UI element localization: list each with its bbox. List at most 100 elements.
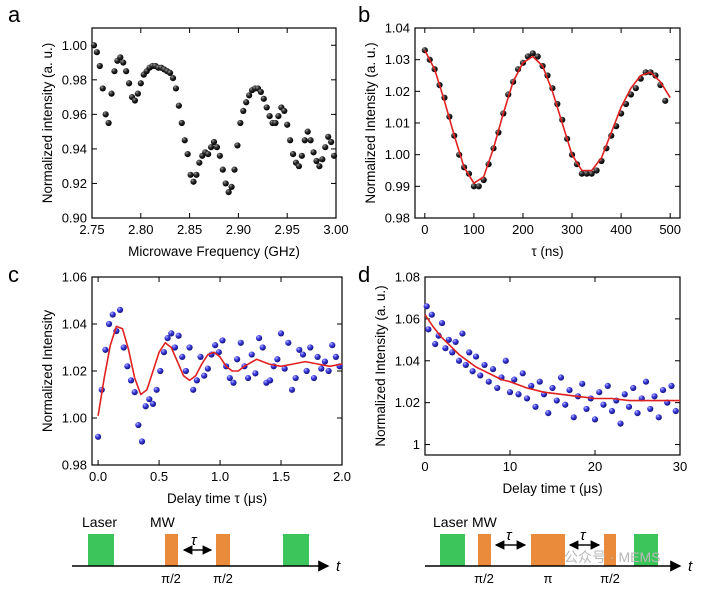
data-point	[545, 410, 552, 417]
data-point	[213, 144, 221, 151]
data-point	[549, 384, 556, 392]
data-point	[462, 361, 469, 369]
y-tick-label: 1	[413, 437, 420, 452]
data-point	[243, 99, 250, 106]
data-point	[102, 111, 109, 118]
data-point	[196, 159, 203, 166]
watermark: 公众号 · MEMS	[564, 549, 660, 565]
data-point	[225, 188, 232, 196]
data-point	[432, 340, 439, 348]
data-point	[201, 372, 208, 379]
data-point	[583, 170, 590, 177]
laser-pulse	[88, 534, 114, 566]
data-point	[295, 163, 303, 170]
data-point	[257, 88, 264, 96]
time-axis-label: t	[688, 558, 693, 575]
mw-pulse	[531, 534, 565, 566]
data-point	[111, 68, 118, 75]
data-point	[288, 386, 296, 393]
y-tick-label: 0.96	[62, 107, 87, 122]
data-point	[307, 344, 314, 351]
data-point	[90, 42, 98, 49]
x-tick-label: 0.0	[89, 469, 107, 484]
y-tick-label: 1.00	[62, 38, 87, 53]
data-point	[234, 356, 241, 363]
x-tick-label: 10	[503, 459, 517, 474]
pulse-label: π	[544, 571, 553, 586]
x-tick-label: 2.0	[333, 469, 351, 484]
data-point	[252, 370, 259, 377]
data-point	[210, 138, 218, 146]
x-tick-label: 2.80	[128, 222, 153, 237]
data-point	[536, 378, 543, 385]
data-point	[652, 72, 659, 79]
y-axis-label: Normalized Intensity (a. u.)	[373, 285, 388, 446]
data-point	[475, 183, 482, 190]
data-point	[310, 374, 318, 382]
pulse-label: π/2	[474, 571, 494, 586]
data-point	[570, 414, 577, 421]
tau-label: τ	[580, 527, 587, 544]
data-point	[182, 367, 190, 375]
x-tick-label: 3.00	[323, 222, 348, 237]
data-point	[281, 107, 288, 115]
data-point	[244, 374, 252, 382]
data-point	[600, 401, 607, 408]
data-point	[330, 152, 338, 159]
y-tick-label: 0.94	[62, 141, 87, 156]
data-point	[438, 319, 446, 327]
data-point	[164, 335, 171, 342]
y-axis-label: Normalized Intensity (a. u.)	[363, 42, 378, 203]
tau-label: τ	[506, 527, 513, 544]
data-point	[138, 438, 146, 445]
x-tick-label: 30	[673, 459, 687, 474]
data-point	[481, 361, 488, 369]
y-tick-label: 0.98	[62, 72, 87, 87]
data-point	[120, 344, 127, 351]
data-point	[304, 128, 311, 135]
panel-letter-a: a	[8, 2, 21, 27]
data-point	[219, 337, 226, 344]
data-point	[423, 303, 430, 310]
y-tick-label: 1.08	[395, 270, 420, 285]
data-point	[125, 80, 133, 87]
y-tick-label: 1.02	[385, 84, 410, 99]
data-point	[105, 119, 112, 127]
data-point	[494, 384, 501, 392]
mw-label: MW	[472, 514, 498, 530]
data-point	[237, 119, 244, 127]
data-point	[234, 142, 241, 149]
data-point	[319, 156, 326, 163]
data-point	[579, 380, 586, 387]
data-point	[116, 306, 124, 313]
data-point	[442, 345, 449, 352]
data-point	[485, 378, 492, 385]
chart-panel-a: 2.75 2.80 2.85 2.90 2.95 3.00 0.90 0.92 0.94 0.96…	[40, 27, 349, 259]
mw-pulse	[165, 534, 178, 566]
data-point	[216, 152, 223, 159]
chart-panel-c: 0.0 0.5 1.0 1.5 2.0 0.98 1.00 1.02 1.04 1.06 Delay…	[40, 270, 351, 507]
data-point	[212, 342, 219, 349]
chart-panel-b: 0 100 200 300 400 500 0.98 0.99 1.00 1.01 1.02 1.03…	[363, 21, 681, 260]
plot-frame	[414, 27, 681, 219]
data-point	[207, 144, 215, 151]
data-point	[470, 183, 477, 190]
data-point	[131, 389, 138, 396]
data-point	[313, 157, 320, 165]
data-point	[662, 97, 669, 104]
data-point	[299, 351, 307, 358]
data-point	[523, 395, 531, 402]
data-point	[123, 68, 130, 75]
data-point	[634, 410, 641, 417]
data-point	[596, 389, 603, 396]
chart-panel-d: 0 10 20 30 1 1.02 1.04 1.06 1.08 Delay time τ (μs…	[373, 270, 687, 497]
y-axis-label: Normalized intensity (a. u.)	[40, 43, 55, 204]
data-point	[99, 85, 106, 92]
data-point	[94, 433, 102, 440]
x-tick-label: 500	[659, 222, 681, 237]
data-point	[642, 378, 650, 385]
x-tick-label: 400	[610, 222, 632, 237]
data-point	[588, 170, 595, 177]
y-tick-label: 1.03	[385, 52, 410, 67]
